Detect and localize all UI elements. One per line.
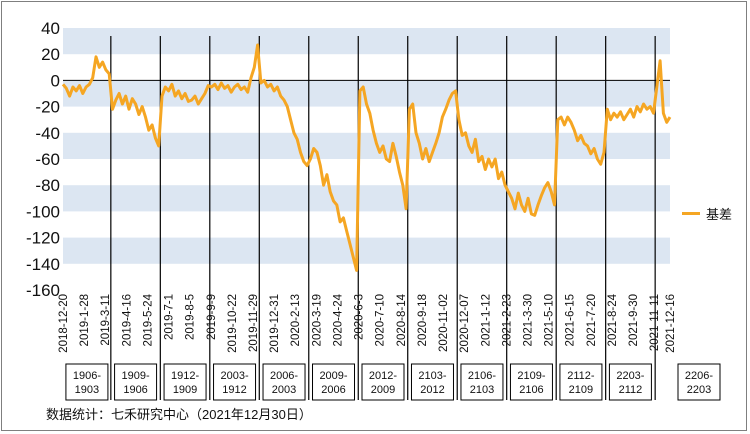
x-axis-ticks: 2018-12-20 2019-1-28 2019-3-11 2019-4-16 201… [58,293,677,352]
x-tick-label: 2019-8-5 [185,294,197,340]
spread-label: 1903 [75,384,99,396]
y-tick-label: -60 [35,150,60,169]
source-note: 数据统计：七禾研究中心（2021年12月30日） [46,407,312,422]
spread-box [163,363,207,401]
spread-label: 1906- [73,370,101,382]
grid-band [63,28,670,55]
y-tick-label: -160 [26,281,60,300]
x-tick-label: 2019-9-9 [206,294,218,340]
x-tick-label: 2019-10-22 [227,294,239,353]
x-tick-label: 2020-9-18 [417,294,429,346]
x-tick-label: 2019-12-31 [269,294,281,353]
spread-label: 2103- [418,370,446,382]
y-tick-label: -80 [35,176,60,195]
spread-label: 1909- [122,370,150,382]
spread-box [262,363,306,401]
grid-band [63,185,670,212]
spread-label: 1906 [123,384,147,396]
spread-label: 2112- [567,370,595,382]
spread-label: 2003- [220,370,248,382]
x-tick-label: 2019-1-28 [79,294,91,346]
x-tick-label: 2019-5-24 [142,293,154,346]
y-axis-ticks: 40 20 0 -20 -40 -60 -80 -100 -120 -140 -160 [26,19,60,300]
spread-box [559,363,603,401]
x-tick-label: 2021-5-10 [544,294,556,346]
spread-label: 2109 [569,384,593,396]
x-tick-label: 2020-4-24 [332,293,344,346]
spread-box [509,363,553,401]
spread-label: 2012- [369,370,397,382]
spread-box [65,363,109,401]
legend: 基差 [682,204,732,223]
spread-label: 1912- [171,370,199,382]
x-tick-label: 2019-7-1 [164,294,176,340]
x-tick-label: 2021-6-15 [565,294,577,346]
x-tick-label: 2020-8-14 [396,293,408,346]
x-tick-label: 2019-11-29 [248,294,260,352]
y-tick-label: 0 [51,71,60,90]
spread-label: 2003 [272,384,296,396]
legend-label: 基差 [706,207,733,222]
spread-label: 2106- [468,370,496,382]
spread-label: 2009 [371,384,395,396]
spread-box [677,363,721,401]
y-tick-label: -40 [35,124,60,143]
y-tick-label: -100 [26,202,60,221]
spread-label: 2206- [685,370,713,382]
x-tick-label: 2020-2-13 [290,294,302,346]
spread-box [114,363,158,401]
spread-label: 2103 [470,384,494,396]
series-line-基差 [61,43,672,272]
y-tick-label: -120 [26,229,60,248]
x-tick-label: 2021-2-23 [501,294,513,346]
x-tick-label: 2021-3-30 [522,294,534,346]
y-tick-label: 40 [41,19,60,38]
y-tick-label: -20 [35,98,60,117]
x-tick-label: 2020-11-02 [438,294,450,352]
spread-box [312,363,356,401]
spread-label: 2203- [616,370,644,382]
grid-band [63,132,670,159]
x-tick-label: 2020-6-3 [354,294,366,340]
spread-label: 2112 [619,384,643,396]
x-tick-label: 2018-12-20 [58,294,70,353]
spread-box [608,363,652,401]
legend-swatch [682,212,700,215]
x-tick-label: 2020-3-19 [311,294,323,346]
x-tick-label: 2021-7-20 [586,294,598,346]
y-tick-label: 20 [41,45,60,64]
grid-bands [63,28,670,264]
spread-box [460,363,504,401]
x-tick-label: 2019-4-16 [121,294,133,346]
spread-label: 1912 [222,384,246,396]
x-tick-label: 2021-8-24 [607,293,619,346]
x-tick-label: 2019-3-11 [100,294,112,346]
x-tick-label: 2021-1-12 [480,294,492,346]
spread-label: 2006- [270,370,298,382]
spread-label: 2106 [519,384,543,396]
x-tick-label: 2021-11-11 [649,294,661,351]
spread-box [361,363,405,401]
spread-label: 2203 [687,384,711,396]
spread-label: 2006 [321,384,345,396]
grid-band [63,237,670,264]
x-tick-label: 2021-9-30 [628,294,640,346]
x-tick-label: 2020-12-07 [459,294,471,353]
spread-label: 1909 [173,384,197,396]
contract-spread-boxes: 1906- 1903 1909- 1906 1912- 1909 2003- 1912 2006… [65,363,721,401]
x-tick-label: 2020-7-10 [375,294,387,346]
spread-label: 2109- [517,370,545,382]
x-tick-label: 2021-12-16 [665,294,677,353]
y-tick-label: -140 [26,255,60,274]
spread-label: 2009- [319,370,347,382]
spread-box [213,363,257,401]
spread-box [410,363,454,401]
spread-label: 2012 [420,384,444,396]
